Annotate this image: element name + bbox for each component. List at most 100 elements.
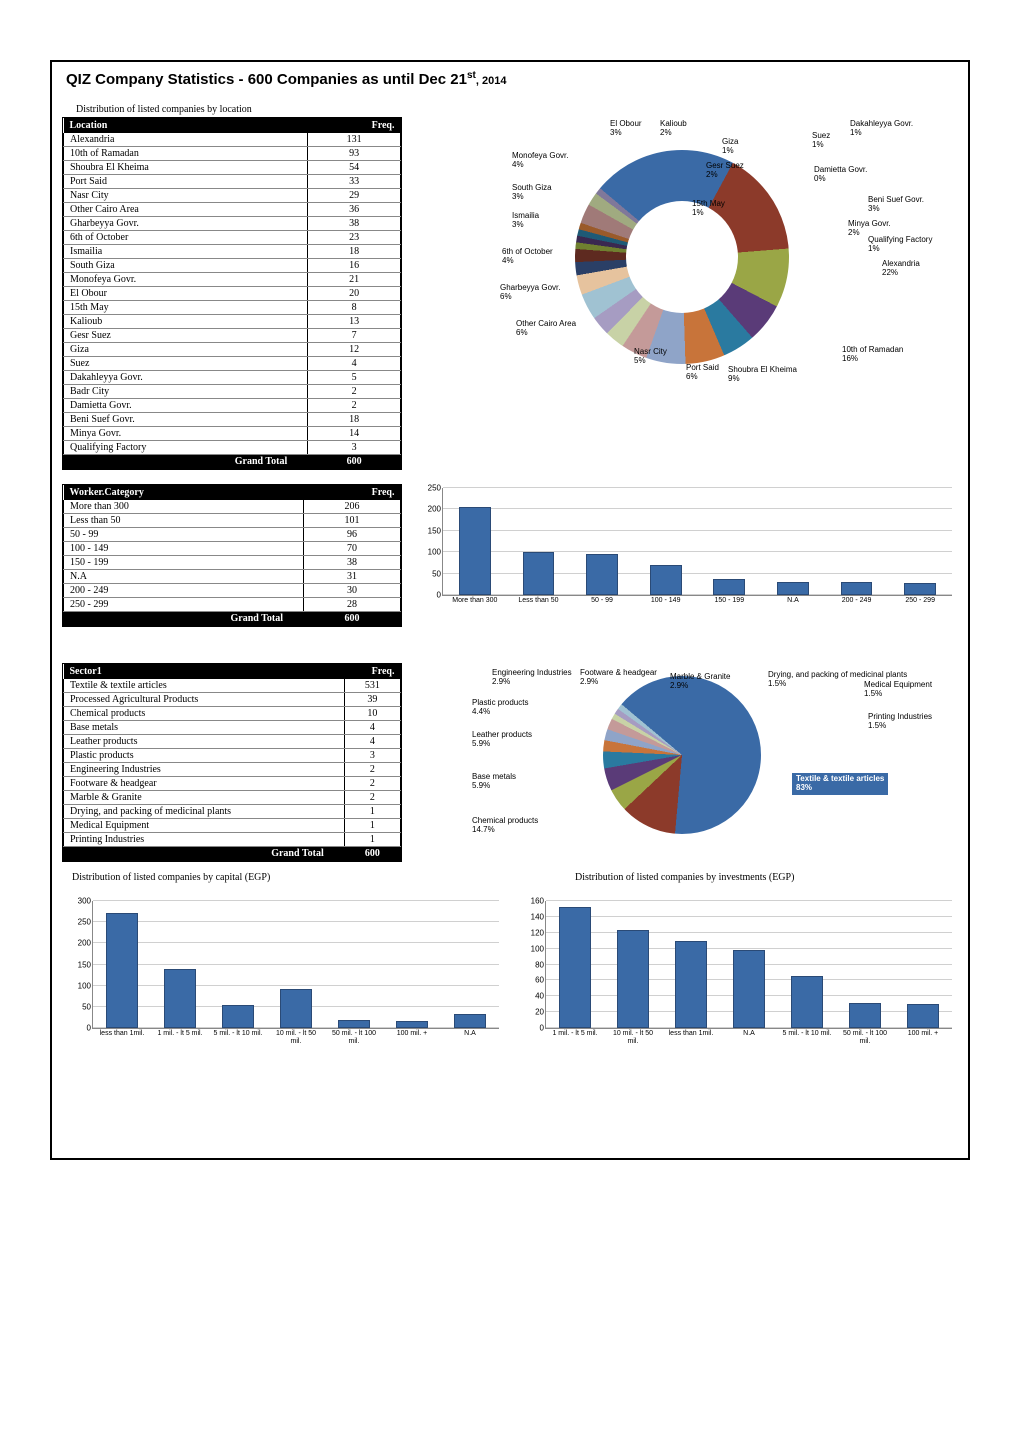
bar — [338, 1020, 370, 1028]
row-worker: Worker.Category Freq. More than 300206Le… — [62, 484, 958, 627]
table-row: Printing Industries1 — [64, 833, 401, 847]
pie-hole — [626, 201, 738, 313]
table-row: Medical Equipment1 — [64, 819, 401, 833]
bar — [559, 907, 591, 1028]
bar — [523, 552, 555, 595]
bar — [396, 1021, 428, 1028]
y-tick: 150 — [428, 526, 441, 535]
col-sector-freq: Freq. — [344, 664, 400, 679]
y-tick: 160 — [531, 897, 544, 906]
pie-label: Plastic products4.4% — [472, 699, 528, 717]
row-bottom-bars: 050100150200250300less than 1mil.1 mil. … — [62, 897, 958, 1057]
x-label: N.A — [724, 1030, 774, 1038]
y-tick: 300 — [78, 897, 91, 906]
pie-label: Printing Industries1.5% — [868, 713, 932, 731]
x-label: 250 - 299 — [895, 597, 945, 605]
pie-label: Chemical products14.7% — [472, 817, 538, 835]
investments-bar-chart: 0204060801001201401601 mil. - lt 5 mil.1… — [515, 897, 958, 1057]
pie-label: Monofeya Govr.4% — [512, 152, 568, 170]
pie-label: Base metals5.9% — [472, 773, 516, 791]
y-tick: 0 — [540, 1024, 544, 1033]
pie-label: Textile & textile articles83% — [792, 773, 888, 795]
bar — [904, 583, 936, 595]
x-label: 100 mil. + — [898, 1030, 948, 1038]
x-label: Less than 50 — [513, 597, 563, 605]
location-table-block: Distribution of listed companies by loca… — [62, 102, 402, 470]
worker-bar-chart: 050100150200250More than 300Less than 50… — [412, 484, 958, 624]
x-label: less than 1mil. — [97, 1030, 147, 1038]
table-row: Damietta Govr.2 — [64, 399, 401, 413]
col-freq: Freq. — [308, 118, 401, 133]
capital-bar-chart: 050100150200250300less than 1mil.1 mil. … — [62, 897, 505, 1057]
pie-label: El Obour3% — [610, 120, 642, 138]
y-tick: 0 — [87, 1024, 91, 1033]
table-row: 250 - 29928 — [64, 598, 401, 612]
bar — [454, 1014, 486, 1028]
table-row: Suez4 — [64, 357, 401, 371]
y-tick: 50 — [82, 1002, 91, 1011]
sector-pie-chart: Engineering Industries2.9% Footware & hea… — [412, 663, 958, 853]
x-label: 100 mil. + — [387, 1030, 437, 1038]
table-row: Alexandria131 — [64, 133, 401, 147]
bar — [713, 579, 745, 595]
bar — [586, 554, 618, 595]
table-row: Monofeya Govr.21 — [64, 273, 401, 287]
x-label: 5 mil. - lt 10 mil. — [213, 1030, 263, 1038]
bar — [841, 582, 873, 595]
x-label: 200 - 249 — [832, 597, 882, 605]
pie-label: 10th of Ramadan16% — [842, 346, 903, 364]
bar — [459, 507, 491, 595]
pie-label: Footware & headgear2.9% — [580, 669, 657, 687]
y-tick: 100 — [428, 548, 441, 557]
x-label: 1 mil. - lt 5 mil. — [155, 1030, 205, 1038]
table-row: 15th May8 — [64, 301, 401, 315]
title-year: , 2014 — [476, 75, 507, 87]
table-row: 6th of October23 — [64, 231, 401, 245]
pie-label: 15th May1% — [692, 200, 725, 218]
y-tick: 200 — [78, 939, 91, 948]
pie-label: South Giza3% — [512, 184, 552, 202]
bar — [222, 1005, 254, 1028]
pie-label: Port Said6% — [686, 364, 719, 382]
y-tick: 120 — [531, 928, 544, 937]
x-label: 50 mil. - lt 100 mil. — [329, 1030, 379, 1045]
table-row: South Giza16 — [64, 259, 401, 273]
bar — [907, 1004, 939, 1028]
x-label: N.A — [768, 597, 818, 605]
pie-label: Gesr Suez2% — [706, 162, 744, 180]
x-label: N.A — [445, 1030, 495, 1038]
table-row: Drying, and packing of medicinal plants1 — [64, 805, 401, 819]
location-table: Location Freq. Alexandria13110th of Rama… — [63, 118, 401, 469]
worker-table-block: Worker.Category Freq. More than 300206Le… — [62, 484, 402, 627]
pie-label: Marble & Granite2.9% — [670, 673, 730, 691]
row-sector: Sector1 Freq. Textile & textile articles… — [62, 663, 958, 862]
pie-label: Suez1% — [812, 132, 830, 150]
table-row: 50 - 9996 — [64, 528, 401, 542]
table-row: Minya Govr.14 — [64, 427, 401, 441]
capital-caption: Distribution of listed companies by capi… — [62, 872, 270, 883]
table-row: Giza12 — [64, 343, 401, 357]
table-row: Gharbeyya Govr.38 — [64, 217, 401, 231]
table-row: Ismailia18 — [64, 245, 401, 259]
x-label: More than 300 — [450, 597, 500, 605]
table-total-row: Grand Total600 — [64, 847, 401, 861]
pie-label: Kalioub2% — [660, 120, 687, 138]
table-row: Base metals4 — [64, 721, 401, 735]
table-row: N.A31 — [64, 570, 401, 584]
pie-label: Engineering Industries2.9% — [492, 669, 572, 687]
y-tick: 60 — [535, 976, 544, 985]
row-location: Distribution of listed companies by loca… — [62, 102, 958, 470]
table-row: More than 300206 — [64, 500, 401, 514]
pie-label: Nasr City5% — [634, 348, 667, 366]
table-row: El Obour20 — [64, 287, 401, 301]
bar-plot: 050100150200250300less than 1mil.1 mil. … — [92, 901, 499, 1029]
bar — [650, 565, 682, 595]
sector-table-block: Sector1 Freq. Textile & textile articles… — [62, 663, 402, 862]
bar — [617, 930, 649, 1028]
table-row: 100 - 14970 — [64, 542, 401, 556]
x-label: 150 - 199 — [704, 597, 754, 605]
y-tick: 80 — [535, 960, 544, 969]
bar — [106, 913, 138, 1028]
table-row: Beni Suef Govr.18 — [64, 413, 401, 427]
bar — [164, 969, 196, 1028]
